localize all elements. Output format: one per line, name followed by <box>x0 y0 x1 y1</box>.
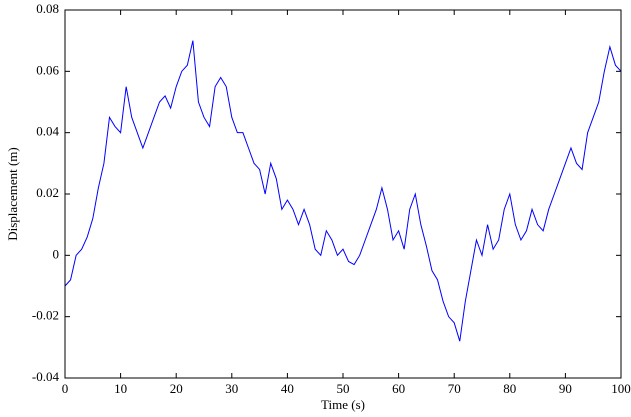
x-axis-label: Time (s) <box>321 397 365 412</box>
y-tick-label: -0.02 <box>32 308 59 323</box>
x-tick-label: 0 <box>62 381 69 396</box>
x-tick-label: 70 <box>448 381 461 396</box>
y-tick-label: 0.06 <box>36 62 59 77</box>
x-tick-label: 10 <box>114 381 127 396</box>
y-axis-label: Displacement (m) <box>5 147 20 241</box>
plot-frame <box>64 9 622 379</box>
x-tick-label: 30 <box>225 381 238 396</box>
y-tick-label: 0.02 <box>36 185 59 200</box>
x-tick-label: 80 <box>503 381 516 396</box>
data-line <box>64 40 622 342</box>
x-tick-label: 50 <box>337 381 350 396</box>
y-tick-label: 0 <box>53 246 60 261</box>
x-tick-label: 100 <box>611 381 631 396</box>
y-tick-label: -0.04 <box>32 369 60 384</box>
x-tick-label: 60 <box>392 381 405 396</box>
x-tick-label: 40 <box>281 381 294 396</box>
y-tick-label: 0.08 <box>36 1 59 16</box>
x-tick-label: 90 <box>559 381 572 396</box>
y-tick-label: 0.04 <box>36 124 59 139</box>
x-tick-label: 20 <box>170 381 183 396</box>
